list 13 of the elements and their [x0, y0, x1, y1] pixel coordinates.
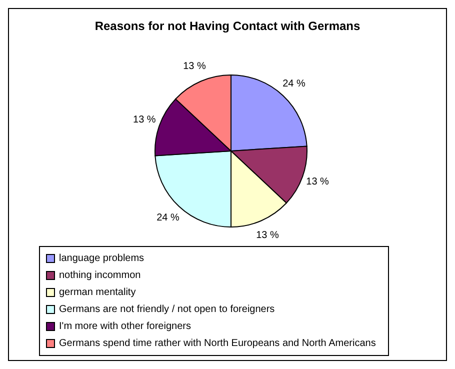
chart-title: Reasons for not Having Contact with Germans: [94, 19, 362, 33]
data-label: 24 %: [282, 78, 306, 90]
data-label: 13 %: [133, 114, 156, 126]
data-label: 13 %: [256, 230, 280, 241]
data-label: 13 %: [183, 61, 206, 72]
legend-label: Germans are not friendly / not open to foreigners: [59, 304, 275, 315]
data-label: 13 %: [306, 176, 330, 188]
legend-label: language problems: [59, 253, 144, 264]
legend-label: Germans spend time rather with North Europeans and North Americans: [59, 338, 376, 349]
legend-label: I'm more with other foreigners: [59, 321, 191, 332]
data-label: 24 %: [156, 212, 180, 224]
legend-label: nothing incommon: [59, 270, 141, 281]
legend-label: german mentality: [59, 287, 136, 298]
